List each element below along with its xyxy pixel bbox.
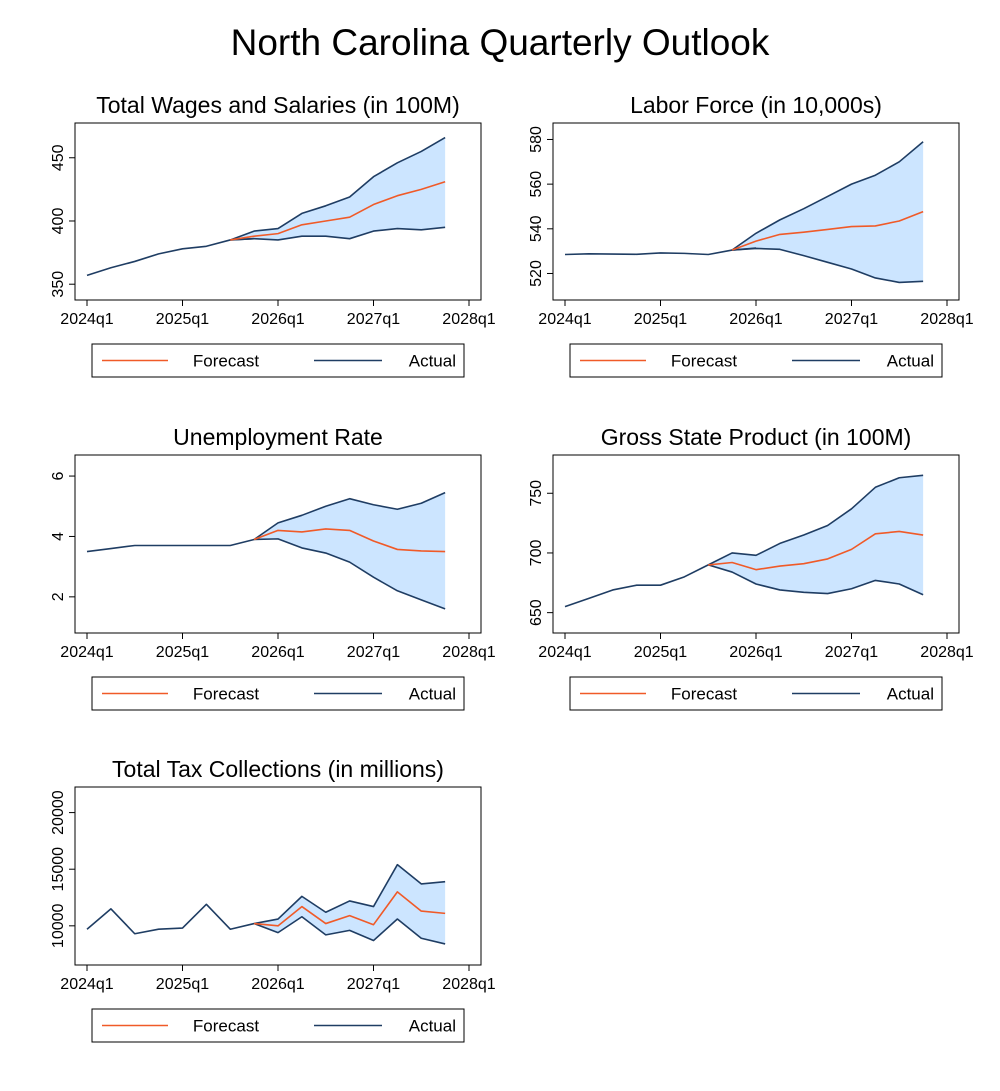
chart-panel-4: Gross State Product (in 100M) 2024q1 2025q… xyxy=(528,424,974,711)
y-tick-label: 750 xyxy=(528,480,545,507)
x-tick-label: 2028q1 xyxy=(442,644,495,661)
legend-label-forecast: Forecast xyxy=(193,1017,259,1036)
y-tick-label: 520 xyxy=(528,260,545,287)
y-tick-label: 4 xyxy=(50,532,67,541)
upper-bound-line xyxy=(731,141,924,251)
y-tick-label: 20000 xyxy=(50,790,67,835)
legend-label-forecast: Forecast xyxy=(671,685,737,704)
chart-panel-3: Unemployment Rate 2024q1 2025q1 2026q1 2027q… xyxy=(50,424,496,711)
y-tick-label: 400 xyxy=(50,208,67,235)
x-tick-label: 2025q1 xyxy=(634,311,687,328)
legend-label-forecast: Forecast xyxy=(193,352,259,371)
y-tick-label: 580 xyxy=(528,126,545,153)
actual-series-line xyxy=(564,564,709,608)
legend: Forecast Actual xyxy=(91,1008,465,1043)
lower-bound-line xyxy=(732,247,924,284)
confidence-band xyxy=(230,137,446,240)
legend-label-actual: Actual xyxy=(409,685,456,704)
lower-bound-line xyxy=(230,226,446,241)
x-tick-label: 2028q1 xyxy=(442,311,495,328)
forecast-series-line xyxy=(230,181,446,241)
x-tick-label: 2027q1 xyxy=(825,311,878,328)
x-tick-label: 2025q1 xyxy=(156,976,209,993)
actual-series-line xyxy=(86,903,255,935)
upper-bound-line xyxy=(229,136,446,241)
legend-label-actual: Actual xyxy=(409,352,456,371)
x-tick-label: 2027q1 xyxy=(825,644,878,661)
y-tick-label: 15000 xyxy=(50,847,67,892)
legend: Forecast Actual xyxy=(91,343,465,378)
upper-bound-line xyxy=(253,863,446,925)
x-tick-label: 2026q1 xyxy=(729,644,782,661)
chart-title: Labor Force (in 10,000s) xyxy=(630,92,882,118)
lower-bound-line xyxy=(253,915,446,945)
x-tick-label: 2028q1 xyxy=(920,644,973,661)
y-tick-label: 540 xyxy=(528,215,545,242)
x-tick-label: 2026q1 xyxy=(251,644,304,661)
x-tick-label: 2024q1 xyxy=(538,311,591,328)
x-tick-label: 2024q1 xyxy=(60,644,113,661)
chart-panel-5: Total Tax Collections (in millions) 2024q… xyxy=(50,756,496,1043)
y-tick-label: 700 xyxy=(528,540,545,567)
legend: Forecast Actual xyxy=(91,676,465,711)
x-tick-label: 2026q1 xyxy=(729,311,782,328)
x-tick-label: 2027q1 xyxy=(347,644,400,661)
y-tick-label: 560 xyxy=(528,171,545,198)
upper-bound-line xyxy=(707,474,924,566)
x-tick-label: 2025q1 xyxy=(156,311,209,328)
y-tick-label: 350 xyxy=(50,271,67,298)
legend-label-forecast: Forecast xyxy=(193,685,259,704)
legend-label-actual: Actual xyxy=(887,352,934,371)
x-tick-label: 2026q1 xyxy=(251,976,304,993)
chart-title: Gross State Product (in 100M) xyxy=(601,424,912,450)
y-tick-label: 450 xyxy=(50,144,67,171)
y-tick-label: 650 xyxy=(528,599,545,626)
lower-bound-line xyxy=(254,538,446,610)
chart-panel-2: Labor Force (in 10,000s) 2024q1 2025q1 2026… xyxy=(528,92,974,378)
x-tick-label: 2024q1 xyxy=(538,644,591,661)
actual-series-line xyxy=(86,538,255,553)
chart-title: Unemployment Rate xyxy=(173,424,383,450)
confidence-band xyxy=(708,475,924,595)
forecast-series-line xyxy=(708,530,924,571)
confidence-band xyxy=(732,141,924,283)
y-tick-label: 6 xyxy=(50,472,67,481)
x-tick-label: 2024q1 xyxy=(60,311,113,328)
page-title: North Carolina Quarterly Outlook xyxy=(230,22,770,63)
chart-panel-1: Total Wages and Salaries (in 100M) 2024q1… xyxy=(50,92,496,378)
y-tick-label: 10000 xyxy=(50,903,67,948)
x-tick-label: 2028q1 xyxy=(442,976,495,993)
actual-series-line xyxy=(86,237,255,277)
x-tick-label: 2025q1 xyxy=(156,644,209,661)
x-tick-label: 2027q1 xyxy=(347,311,400,328)
confidence-band xyxy=(254,864,446,944)
legend-label-actual: Actual xyxy=(887,685,934,704)
forecast-series-line xyxy=(253,528,446,553)
actual-series-line xyxy=(564,247,757,256)
legend: Forecast Actual xyxy=(569,676,943,711)
x-tick-label: 2027q1 xyxy=(347,976,400,993)
x-tick-label: 2026q1 xyxy=(251,311,304,328)
legend-label-forecast: Forecast xyxy=(671,352,737,371)
confidence-band xyxy=(254,492,446,609)
forecast-series-line xyxy=(254,891,446,927)
forecast-series-line xyxy=(731,210,924,251)
y-tick-label: 2 xyxy=(50,592,67,601)
upper-bound-line xyxy=(253,491,446,541)
x-tick-label: 2028q1 xyxy=(920,311,973,328)
chart-title: Total Tax Collections (in millions) xyxy=(112,756,444,782)
chart-title: Total Wages and Salaries (in 100M) xyxy=(96,92,460,118)
lower-bound-line xyxy=(708,564,924,596)
legend-label-actual: Actual xyxy=(409,1017,456,1036)
legend: Forecast Actual xyxy=(569,343,943,378)
x-tick-label: 2025q1 xyxy=(634,644,687,661)
x-tick-label: 2024q1 xyxy=(60,976,113,993)
